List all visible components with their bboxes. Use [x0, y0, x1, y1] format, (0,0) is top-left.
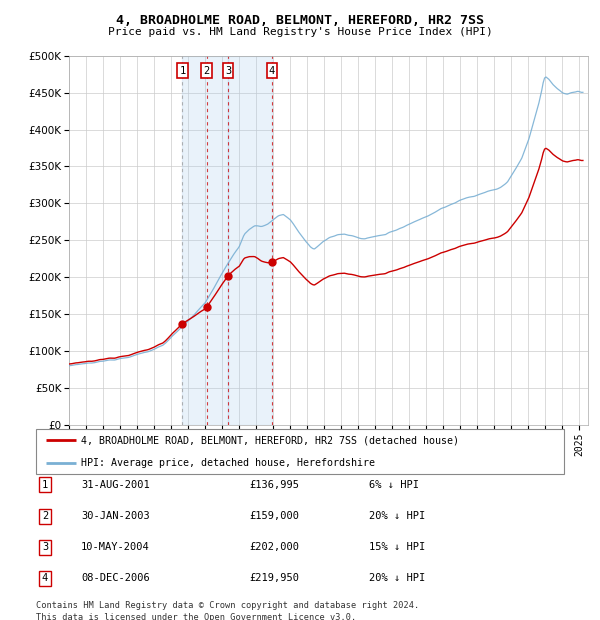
Text: 4: 4	[269, 66, 275, 76]
Text: 4, BROADHOLME ROAD, BELMONT, HEREFORD, HR2 7SS (detached house): 4, BROADHOLME ROAD, BELMONT, HEREFORD, H…	[81, 435, 459, 445]
Text: 1: 1	[42, 480, 48, 490]
Text: £202,000: £202,000	[249, 542, 299, 552]
Text: 31-AUG-2001: 31-AUG-2001	[81, 480, 150, 490]
Text: HPI: Average price, detached house, Herefordshire: HPI: Average price, detached house, Here…	[81, 458, 375, 468]
Text: 6% ↓ HPI: 6% ↓ HPI	[369, 480, 419, 490]
Bar	[182, 56, 228, 425]
Text: 1: 1	[179, 66, 185, 76]
Bar	[228, 56, 272, 425]
Text: 20% ↓ HPI: 20% ↓ HPI	[369, 574, 425, 583]
Text: 3: 3	[42, 542, 48, 552]
Text: This data is licensed under the Open Government Licence v3.0.: This data is licensed under the Open Gov…	[36, 613, 356, 620]
Text: 15% ↓ HPI: 15% ↓ HPI	[369, 542, 425, 552]
Text: 20% ↓ HPI: 20% ↓ HPI	[369, 512, 425, 521]
Text: £159,000: £159,000	[249, 512, 299, 521]
Text: 08-DEC-2006: 08-DEC-2006	[81, 574, 150, 583]
Text: 30-JAN-2003: 30-JAN-2003	[81, 512, 150, 521]
Text: 2: 2	[203, 66, 209, 76]
Text: £136,995: £136,995	[249, 480, 299, 490]
Text: 10-MAY-2004: 10-MAY-2004	[81, 542, 150, 552]
Text: 2: 2	[42, 512, 48, 521]
Text: 4: 4	[42, 574, 48, 583]
Text: 3: 3	[225, 66, 232, 76]
Text: Price paid vs. HM Land Registry's House Price Index (HPI): Price paid vs. HM Land Registry's House …	[107, 27, 493, 37]
Text: 4, BROADHOLME ROAD, BELMONT, HEREFORD, HR2 7SS: 4, BROADHOLME ROAD, BELMONT, HEREFORD, H…	[116, 14, 484, 27]
Text: Contains HM Land Registry data © Crown copyright and database right 2024.: Contains HM Land Registry data © Crown c…	[36, 601, 419, 611]
Text: £219,950: £219,950	[249, 574, 299, 583]
